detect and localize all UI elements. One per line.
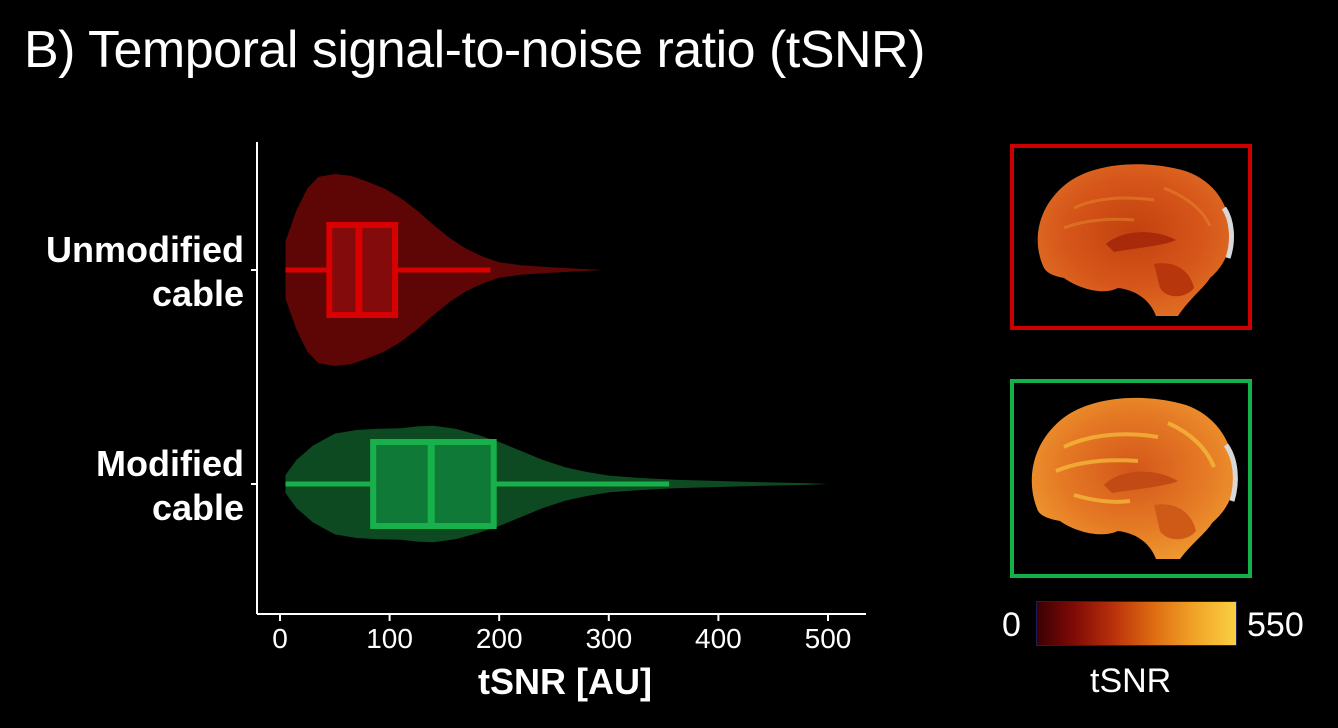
category-label-modified: Modified cable: [96, 443, 244, 528]
colorbar-label: tSNR: [1090, 662, 1172, 700]
violin-layer: [285, 174, 829, 543]
category-label-line: cable: [152, 273, 244, 314]
x-tick-label: 400: [695, 623, 742, 654]
category-label-line: Unmodified: [46, 229, 244, 270]
brain-map-modified-cable: [1010, 379, 1252, 578]
x-tick-label: 500: [805, 623, 852, 654]
x-axis-label: tSNR [AU]: [478, 661, 652, 702]
x-tick-labels: 0 100 200 300 400 500: [272, 614, 851, 654]
x-tick-label: 200: [476, 623, 523, 654]
brain-map-unmodified-cable: [1010, 144, 1252, 330]
x-tick-label: 0: [272, 623, 288, 654]
axes: [251, 142, 866, 615]
colorbar-max-label: 550: [1247, 606, 1304, 644]
category-label-line: Modified: [96, 443, 244, 484]
x-tick-label: 300: [585, 623, 632, 654]
colorbar-min-label: 0: [1002, 606, 1021, 644]
x-tick-label: 100: [366, 623, 413, 654]
colorbar: [1036, 601, 1237, 646]
category-label-unmodified: Unmodified cable: [46, 229, 244, 314]
category-label-line: cable: [152, 487, 244, 528]
figure-title: B) Temporal signal-to-noise ratio (tSNR): [24, 21, 925, 79]
